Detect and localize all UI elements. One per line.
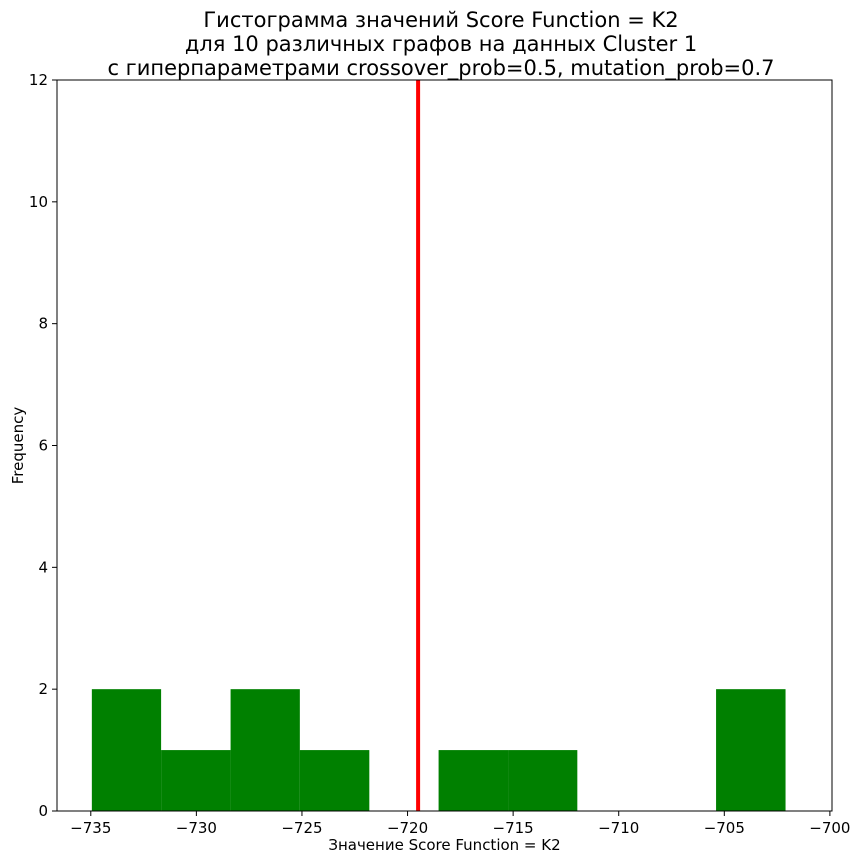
histogram-bar (716, 689, 786, 811)
x-tick-label: −735 (70, 819, 111, 837)
x-tick-label: −700 (809, 819, 850, 837)
histogram-bars (91, 689, 786, 811)
histogram-bar (438, 750, 509, 811)
y-tick-label: 2 (38, 680, 48, 698)
y-tick-label: 8 (38, 315, 48, 333)
chart-title-line: с гиперпараметрами crossover_prob=0.5, m… (107, 56, 774, 81)
x-axis-ticks: −735 −730 −725 −720 −715 −710 −705 −700 (70, 811, 850, 837)
y-tick-label: 12 (29, 71, 48, 89)
chart-title-line: для 10 различных графов на данных Cluste… (185, 32, 697, 56)
y-tick-label: 6 (38, 437, 48, 455)
x-tick-label: −725 (281, 819, 322, 837)
y-tick-label: 0 (38, 802, 48, 820)
x-tick-label: −710 (598, 819, 639, 837)
histogram-bar (91, 689, 162, 811)
x-tick-label: −730 (176, 819, 217, 837)
chart-title: Гистограмма значений Score Function = K2… (107, 8, 774, 81)
y-axis-ticks: 0 2 4 6 8 10 12 (29, 71, 57, 820)
y-tick-label: 10 (29, 193, 48, 211)
histogram-bar (230, 689, 300, 811)
x-tick-label: −715 (493, 819, 534, 837)
x-axis-label: Значение Score Function = K2 (328, 836, 560, 854)
x-tick-label: −720 (387, 819, 428, 837)
y-axis-label: Frequency (9, 407, 27, 485)
y-tick-label: 4 (38, 558, 48, 576)
plot-frame (56, 79, 833, 812)
histogram-bar (508, 750, 578, 811)
histogram-bar (299, 750, 370, 811)
x-tick-label: −705 (704, 819, 745, 837)
histogram-bar (161, 750, 231, 811)
chart-title-line: Гистограмма значений Score Function = K2 (203, 8, 678, 32)
